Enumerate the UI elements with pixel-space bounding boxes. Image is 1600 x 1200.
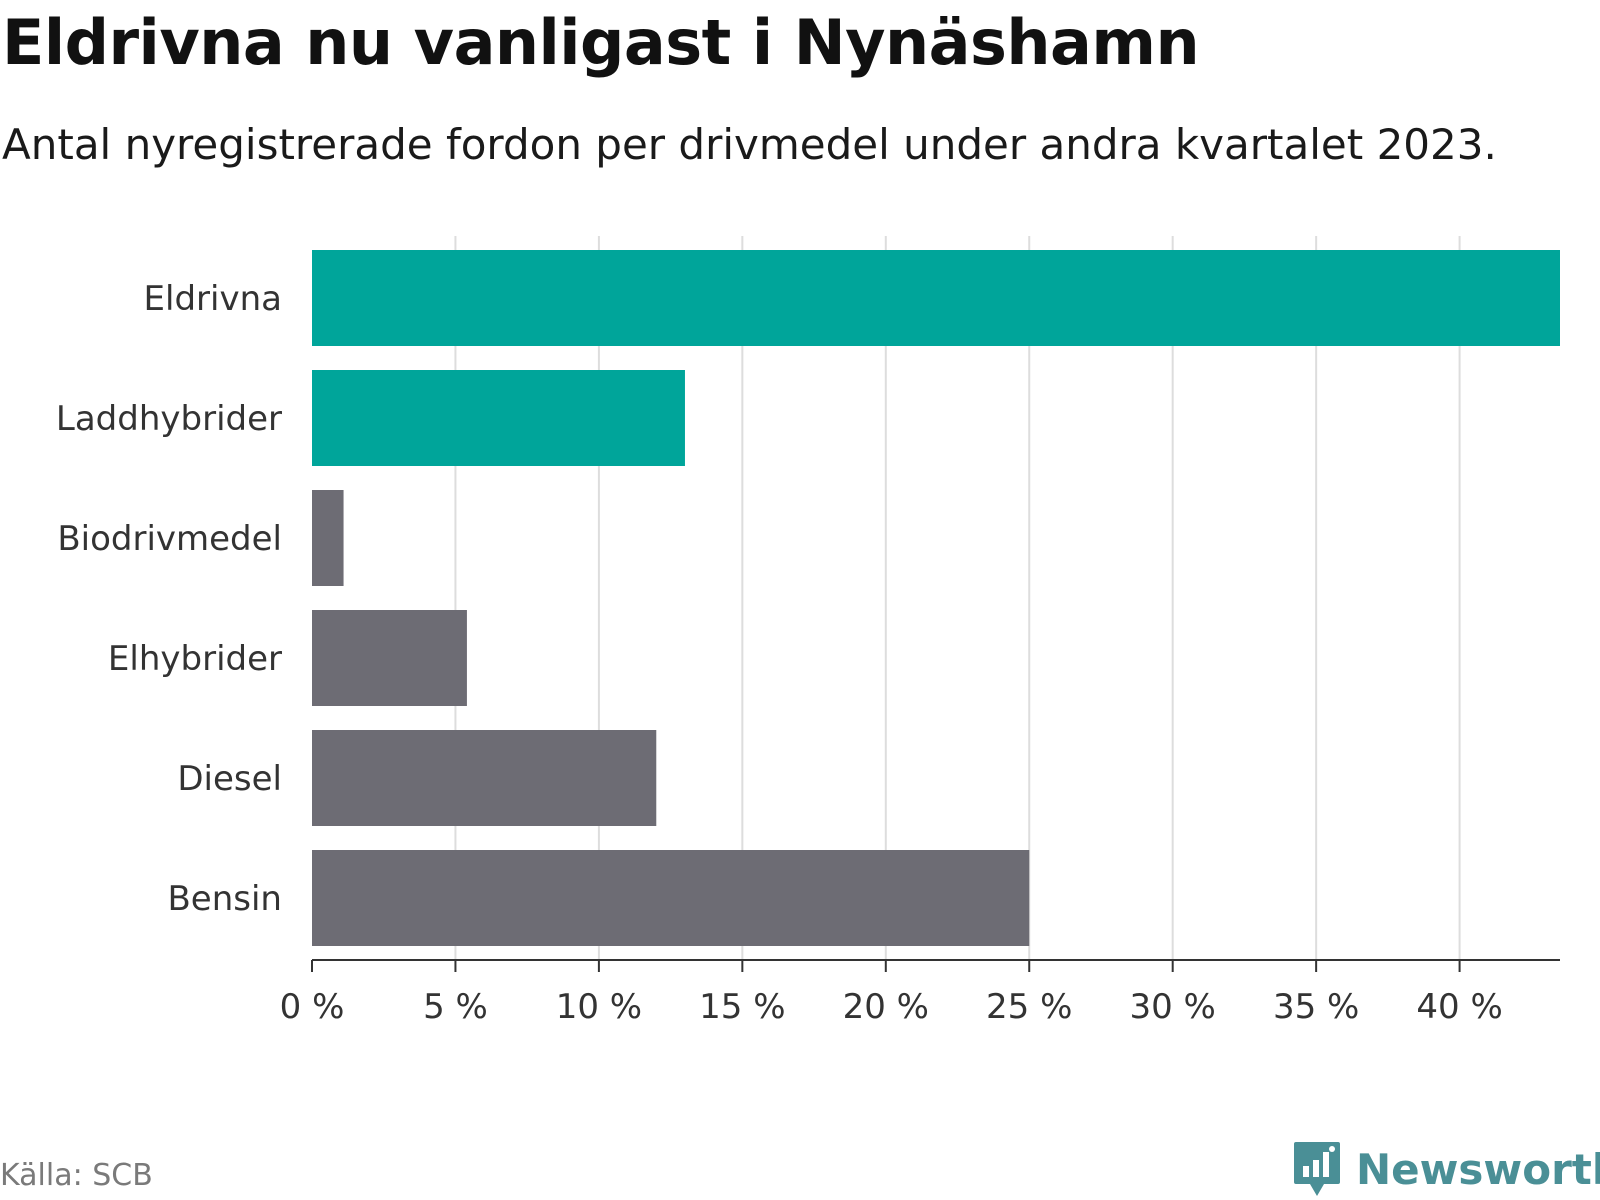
category-label: Elhybrider	[108, 639, 282, 679]
bar-laddhybrider	[312, 370, 685, 466]
brand-logo: Newsworthy	[1292, 1140, 1600, 1198]
category-label: Eldrivna	[144, 279, 282, 319]
bar-elhybrider	[312, 610, 467, 706]
x-tick-label: 10 %	[556, 987, 642, 1027]
bar-eldrivna	[312, 250, 1560, 346]
bar-bensin	[312, 850, 1030, 946]
category-label: Diesel	[177, 759, 282, 799]
category-label: Biodrivmedel	[57, 519, 282, 559]
gridlines	[454, 236, 1461, 960]
x-tick-label: 0 %	[280, 987, 345, 1027]
bar-chart: Eldrivna Laddhybrider Biodrivmedel Elhybrid…	[56, 236, 1560, 1027]
bar-diesel	[312, 730, 657, 826]
category-label: Laddhybrider	[56, 399, 282, 439]
x-tick-label: 35 %	[1273, 987, 1359, 1027]
x-axis: 0 % 5 % 10 % 15 % 20 % 25 % 30 % 35 % 40 %	[280, 959, 1560, 1027]
chart-subtitle: Antal nyregistrerade fordon per drivmede…	[2, 120, 1497, 169]
x-tick-label: 20 %	[843, 987, 929, 1027]
x-tick-label: 25 %	[986, 987, 1072, 1027]
x-tick-label: 40 %	[1416, 987, 1502, 1027]
category-labels: Eldrivna Laddhybrider Biodrivmedel Elhybrid…	[56, 279, 282, 919]
x-tick-label: 15 %	[699, 987, 785, 1027]
bar-biodrivmedel	[312, 490, 344, 586]
chart-title: Eldrivna nu vanligast i Nynäshamn	[2, 6, 1200, 79]
x-tick-label: 30 %	[1129, 987, 1215, 1027]
x-tick-label: 5 %	[423, 987, 488, 1027]
bars	[312, 250, 1560, 946]
source-note: Källa: SCB	[0, 1158, 153, 1193]
category-label: Bensin	[167, 879, 282, 919]
brand-name: Newsworthy	[1356, 1144, 1600, 1194]
newsworthy-logo-icon	[1294, 1142, 1340, 1196]
